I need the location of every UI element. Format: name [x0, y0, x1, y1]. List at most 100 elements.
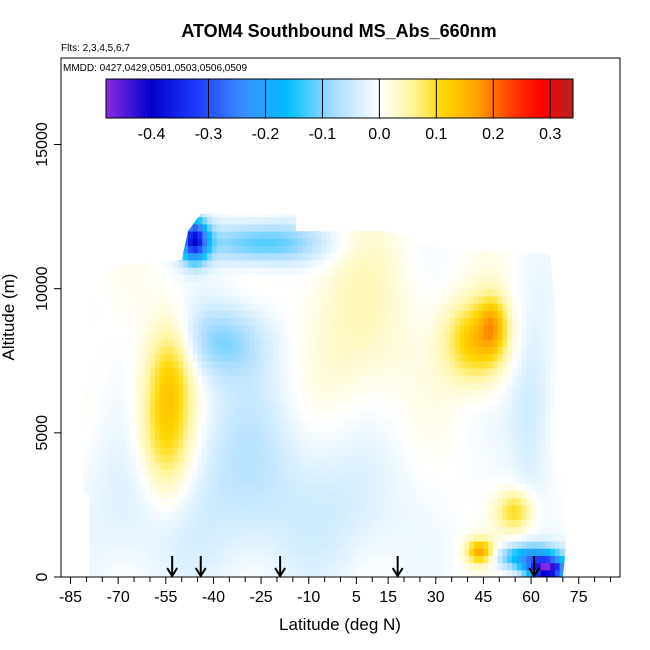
heatmap-cell	[321, 382, 327, 391]
heatmap-cell	[497, 324, 504, 333]
heatmap-cell	[350, 483, 356, 492]
heatmap-cell	[168, 295, 175, 304]
heatmap-cell	[207, 324, 213, 333]
heatmap-cell	[278, 216, 284, 225]
heatmap-cell	[326, 288, 332, 297]
heatmap-cell	[302, 447, 308, 456]
heatmap-cell	[254, 404, 261, 412]
heatmap-cell	[254, 324, 261, 333]
heatmap-cell	[168, 331, 175, 340]
heatmap-cell	[226, 396, 232, 405]
heatmap-cell	[116, 389, 122, 398]
heatmap-cell	[502, 252, 508, 261]
heatmap-cell	[197, 281, 203, 290]
heatmap-cell	[254, 461, 261, 470]
heatmap-cell	[445, 425, 451, 434]
heatmap-cell	[469, 432, 475, 441]
heatmap-cell	[83, 367, 89, 376]
heatmap-cell	[373, 252, 380, 261]
heatmap-cell	[236, 202, 241, 210]
heatmap-cell	[397, 295, 404, 304]
heatmap-cell	[340, 382, 346, 391]
heatmap-cell	[207, 213, 213, 218]
heatmap-cell	[302, 468, 308, 477]
heatmap-cell	[364, 331, 370, 340]
heatmap-cell	[273, 375, 280, 383]
heatmap-cell	[135, 432, 141, 441]
heatmap-cell	[292, 339, 299, 347]
heatmap-cell	[207, 288, 213, 297]
heatmap-cell	[397, 440, 404, 448]
heatmap-cell	[421, 490, 427, 499]
heatmap-cell	[92, 389, 99, 398]
heatmap-cell	[269, 245, 275, 254]
heatmap-cell	[173, 360, 180, 369]
heatmap-cell	[221, 447, 227, 456]
heatmap-cell	[373, 223, 380, 232]
heatmap-cell	[488, 569, 494, 577]
heatmap-cell	[116, 411, 122, 420]
heatmap-cell	[397, 367, 404, 376]
heatmap-cell	[483, 245, 489, 254]
heatmap-cell	[111, 548, 118, 556]
heatmap-cell	[135, 317, 141, 326]
heatmap-cell	[350, 360, 356, 369]
heatmap-cell	[330, 216, 337, 225]
heatmap-cell	[192, 418, 199, 427]
heatmap-cell	[216, 331, 222, 340]
heatmap-cell	[183, 461, 189, 470]
heatmap-cell	[230, 259, 237, 268]
heatmap-cell	[207, 331, 213, 340]
heatmap-cell	[302, 324, 308, 333]
heatmap-cell	[364, 259, 370, 268]
heatmap-cell	[373, 490, 380, 499]
heatmap-cell	[345, 238, 351, 247]
heatmap-cell	[278, 213, 284, 218]
heatmap-cell	[159, 303, 165, 311]
heatmap-cell	[459, 295, 465, 304]
heatmap-cell	[297, 375, 303, 383]
heatmap-cell	[74, 541, 79, 549]
heatmap-cell	[83, 533, 84, 542]
heatmap-cell	[292, 396, 299, 405]
heatmap-cell	[292, 562, 299, 571]
heatmap-cell	[469, 331, 475, 340]
heatmap-cell	[359, 483, 365, 492]
heatmap-cell	[469, 382, 475, 391]
heatmap-cell	[369, 245, 375, 254]
heatmap-cell	[431, 548, 437, 556]
heatmap-cell	[230, 295, 237, 304]
heatmap-cell	[330, 461, 337, 470]
heatmap-cell	[135, 238, 141, 247]
heatmap-cell	[97, 382, 103, 391]
heatmap-cell	[254, 447, 261, 456]
heatmap-cell	[397, 540, 404, 549]
heatmap-cell	[88, 216, 94, 225]
heatmap-cell	[107, 382, 113, 391]
heatmap-cell	[83, 447, 89, 456]
heatmap-cell	[83, 548, 89, 556]
heatmap-cell	[278, 331, 284, 340]
heatmap-cell	[330, 548, 337, 556]
heatmap-cell	[459, 548, 465, 556]
heatmap-cell	[388, 447, 394, 456]
heatmap-cell	[364, 303, 370, 311]
heatmap-cell	[364, 540, 370, 549]
heatmap-cell	[307, 411, 313, 420]
heatmap-cell	[221, 317, 227, 326]
heatmap-cell	[431, 432, 437, 441]
heatmap-cell	[369, 252, 375, 261]
heatmap-cell	[173, 562, 180, 571]
heatmap-cell	[107, 295, 113, 304]
heatmap-cell	[488, 213, 494, 218]
heatmap-cell	[154, 213, 161, 218]
heatmap-cell	[307, 223, 313, 232]
heatmap-cell	[216, 404, 222, 412]
heatmap-cell	[307, 310, 313, 319]
heatmap-cell	[121, 281, 127, 290]
heatmap-cell	[402, 440, 408, 448]
heatmap-cell	[488, 389, 494, 398]
heatmap-cell	[136, 202, 141, 210]
heatmap-cell	[383, 367, 389, 376]
heatmap-cell	[407, 476, 413, 484]
